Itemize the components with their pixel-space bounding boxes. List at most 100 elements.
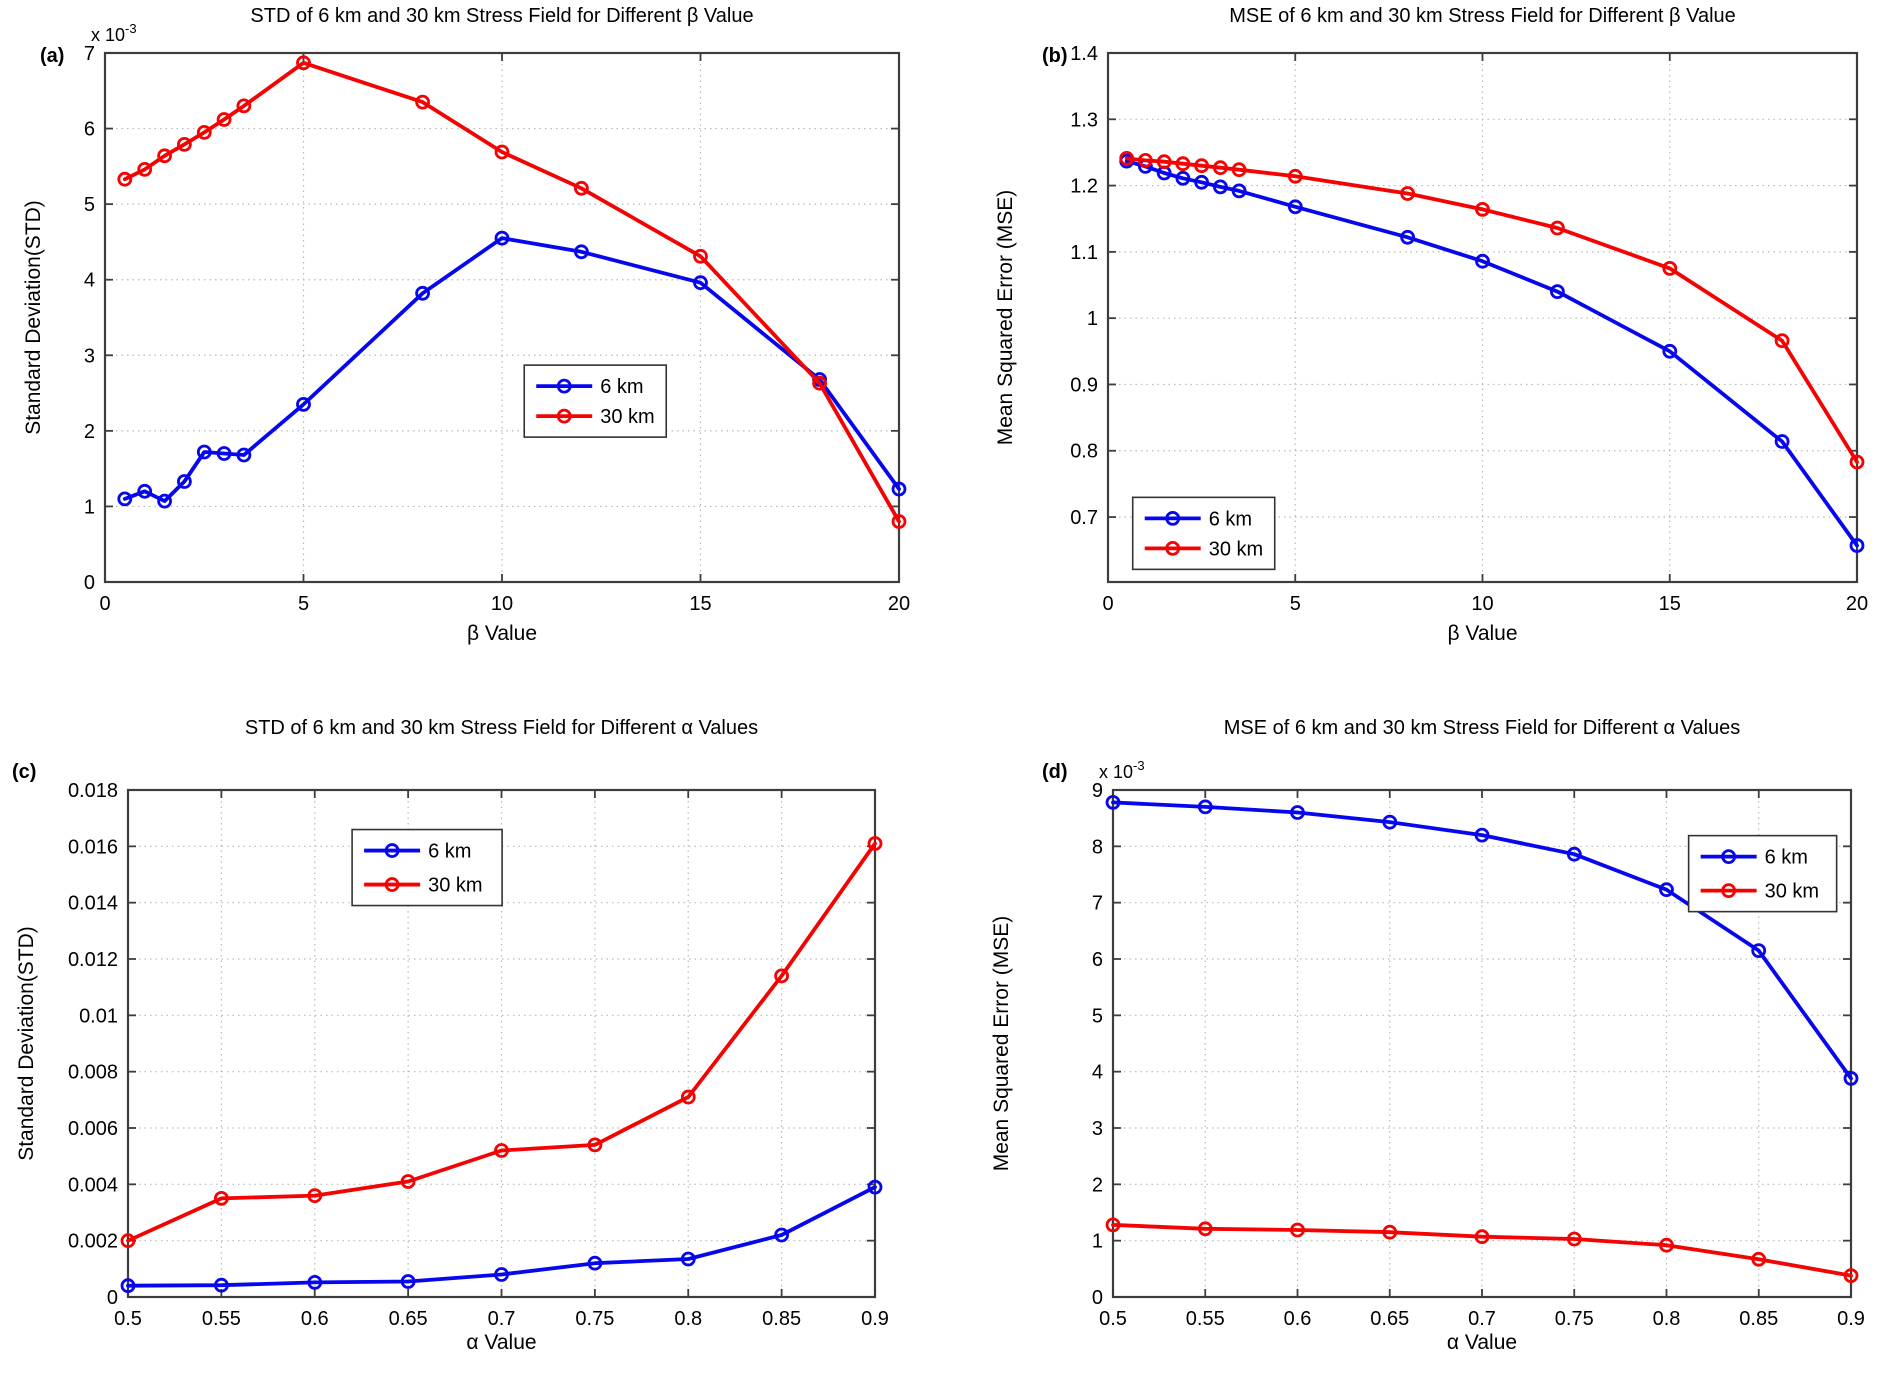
svg-text:0: 0: [107, 1287, 118, 1309]
series-6km: [117, 230, 907, 509]
panel-c: 0.5 0.55 0.6 0.65 0.7 0.75 0.8 0.85 0.9 0 0.002 0.0…: [0, 688, 946, 1377]
legend-label: 30 km: [600, 406, 654, 428]
legend: 6 km 30 km: [1131, 496, 1276, 571]
svg-text:0.5: 0.5: [114, 1308, 142, 1330]
svg-text:0: 0: [99, 593, 110, 615]
chart-mse-beta: 0 5 10 15 20 0.7 0.8 0.9 1 1.1 1.2 1.3 1.4 6 km 30 km M…: [994, 5, 1868, 645]
gridlines: [128, 790, 875, 1297]
svg-text:3: 3: [1092, 1118, 1103, 1140]
svg-text:0.9: 0.9: [1837, 1308, 1865, 1330]
y-axis-label: Standard Deviation(STD): [22, 200, 45, 435]
series-6km: [1119, 153, 1865, 553]
svg-text:0.9: 0.9: [1070, 374, 1098, 396]
panel-letter: (a): [40, 45, 64, 67]
y-axis-multiplier: x 10-3: [91, 21, 137, 45]
svg-text:7: 7: [84, 43, 95, 65]
panel-d: 0.5 0.55 0.6 0.65 0.7 0.75 0.8 0.85 0.9 0 1 2 3 4 5 6 7 8…: [946, 688, 1892, 1377]
svg-text:0.002: 0.002: [68, 1231, 118, 1253]
tick-marks: [104, 52, 900, 583]
x-tick-labels: 0 5 10 15 20: [1102, 593, 1868, 615]
svg-text:0.004: 0.004: [68, 1174, 118, 1196]
legend-label: 30 km: [428, 875, 482, 897]
y-axis-multiplier: x 10-3: [1099, 758, 1145, 782]
panel-letter: (b): [1042, 45, 1068, 67]
svg-text:0.75: 0.75: [575, 1308, 614, 1330]
series-30km: [1105, 1217, 1859, 1283]
svg-text:5: 5: [1092, 1005, 1103, 1027]
svg-text:1.2: 1.2: [1070, 176, 1098, 198]
x-axis-label: β Value: [467, 622, 537, 645]
svg-text:0.65: 0.65: [1370, 1308, 1409, 1330]
svg-text:5: 5: [298, 593, 309, 615]
svg-text:6: 6: [1092, 949, 1103, 971]
panel-letter: (d): [1042, 761, 1068, 783]
legend-label: 6 km: [1765, 847, 1808, 869]
svg-text:20: 20: [1846, 593, 1868, 615]
x-axis-label: β Value: [1447, 622, 1517, 645]
x-tick-labels: 0 5 10 15 20: [99, 593, 910, 615]
svg-text:4: 4: [84, 270, 95, 292]
chart-std-alpha: 0.5 0.55 0.6 0.65 0.7 0.75 0.8 0.85 0.9 0 0.002 0.0…: [12, 717, 889, 1354]
gridlines: [1113, 790, 1851, 1297]
svg-text:0.8: 0.8: [1070, 441, 1098, 463]
svg-text:0: 0: [1092, 1287, 1103, 1309]
chart-title: MSE of 6 km and 30 km Stress Field for D…: [1224, 717, 1741, 739]
panel-a: 0 5 10 15 20 0 1 2 3 4 5 6 7 6 km 30 km STD of 6 km and…: [0, 0, 946, 688]
svg-text:15: 15: [689, 593, 711, 615]
svg-text:0.75: 0.75: [1555, 1308, 1594, 1330]
svg-text:0.8: 0.8: [674, 1308, 702, 1330]
chart-mse-alpha: 0.5 0.55 0.6 0.65 0.7 0.75 0.8 0.85 0.9 0 1 2 3 4 5 6 7 8…: [990, 717, 1865, 1354]
svg-text:0.55: 0.55: [1186, 1308, 1225, 1330]
svg-text:6: 6: [84, 119, 95, 141]
y-tick-labels: 0.7 0.8 0.9 1 1.1 1.2 1.3 1.4: [1070, 43, 1098, 529]
svg-text:0.55: 0.55: [202, 1308, 241, 1330]
svg-text:0.65: 0.65: [389, 1308, 428, 1330]
panel-letter: (c): [12, 761, 36, 783]
y-tick-labels: 0 1 2 3 4 5 6 7 8 9: [1092, 780, 1103, 1309]
svg-text:0.8: 0.8: [1653, 1308, 1681, 1330]
svg-text:2: 2: [1092, 1174, 1103, 1196]
legend: 6 km 30 km: [523, 364, 668, 438]
chart-title: MSE of 6 km and 30 km Stress Field for D…: [1229, 5, 1736, 27]
chart-title: STD of 6 km and 30 km Stress Field for D…: [250, 5, 753, 27]
legend-label: 30 km: [1209, 538, 1263, 560]
svg-text:0.018: 0.018: [68, 780, 118, 802]
series-6km: [120, 1179, 883, 1294]
svg-text:0.016: 0.016: [68, 836, 118, 858]
series-30km: [120, 836, 883, 1249]
svg-text:0.014: 0.014: [68, 893, 118, 915]
svg-text:1: 1: [84, 496, 95, 518]
chart-title: STD of 6 km and 30 km Stress Field for D…: [245, 717, 758, 739]
svg-text:9: 9: [1092, 780, 1103, 802]
svg-text:0.01: 0.01: [79, 1005, 118, 1027]
svg-text:10: 10: [1471, 593, 1493, 615]
svg-text:20: 20: [888, 593, 910, 615]
gridlines: [1108, 53, 1857, 582]
svg-text:8: 8: [1092, 836, 1103, 858]
legend-label: 6 km: [600, 376, 643, 398]
y-axis-label: Standard Deviation(STD): [15, 926, 38, 1161]
svg-text:7: 7: [1092, 893, 1103, 915]
svg-text:0.7: 0.7: [488, 1308, 516, 1330]
svg-text:0.006: 0.006: [68, 1118, 118, 1140]
svg-text:15: 15: [1659, 593, 1681, 615]
svg-text:0.7: 0.7: [1070, 507, 1098, 529]
legend-label: 6 km: [428, 841, 471, 863]
chart-std-beta: 0 5 10 15 20 0 1 2 3 4 5 6 7 6 km 30 km STD of 6 km and…: [22, 5, 910, 645]
x-tick-labels: 0.5 0.55 0.6 0.65 0.7 0.75 0.8 0.85 0.9: [114, 1308, 889, 1330]
svg-text:5: 5: [1290, 593, 1301, 615]
svg-text:0.012: 0.012: [68, 949, 118, 971]
legend-label: 6 km: [1209, 508, 1252, 530]
tick-marks: [1107, 52, 1858, 582]
series-30km: [1119, 150, 1865, 470]
svg-text:0.6: 0.6: [1284, 1308, 1312, 1330]
svg-text:0.008: 0.008: [68, 1062, 118, 1084]
gridlines: [105, 53, 899, 582]
legend-label: 30 km: [1765, 881, 1819, 903]
svg-text:1: 1: [1087, 308, 1098, 330]
y-axis-label: Mean Squared Error (MSE): [990, 916, 1013, 1172]
x-axis-label: α Value: [466, 1331, 536, 1354]
svg-text:10: 10: [491, 593, 513, 615]
svg-text:1.4: 1.4: [1070, 43, 1098, 65]
